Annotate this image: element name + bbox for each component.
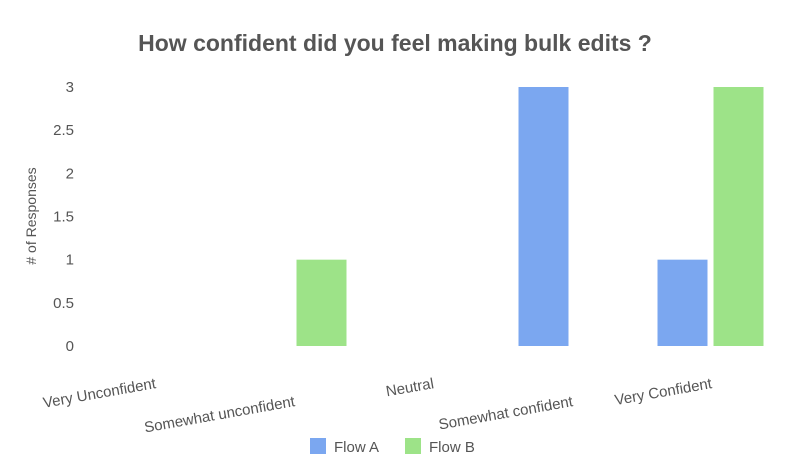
- legend-swatch: [405, 438, 421, 454]
- bar-flow-b-4: [713, 87, 764, 346]
- y-tick-label: 0.5: [53, 295, 74, 312]
- x-tick-label: Somewhat unconfident: [143, 393, 297, 436]
- legend-label: Flow A: [334, 439, 379, 456]
- bar-flow-a-3: [518, 87, 569, 346]
- x-tick-label: Neutral: [385, 375, 436, 400]
- bar-flow-b-1: [296, 259, 347, 346]
- legend: Flow A Flow B: [310, 438, 475, 456]
- y-tick-label: 1: [66, 252, 74, 269]
- y-tick-label: 1.5: [53, 209, 74, 226]
- y-tick-label: 2: [66, 165, 74, 182]
- y-axis: 0 0.5 1 1.5 2 2.5 3: [53, 79, 74, 355]
- y-axis-title: # of Responses: [23, 167, 39, 264]
- y-tick-label: 3: [66, 79, 74, 96]
- y-tick-label: 0: [66, 338, 74, 355]
- x-tick-label: Somewhat confident: [437, 393, 575, 433]
- bar-flow-a-4: [657, 259, 708, 346]
- legend-swatch: [310, 438, 326, 454]
- plot-area: [296, 87, 764, 346]
- x-tick-label: Very Unconfident: [42, 375, 158, 412]
- legend-label: Flow B: [429, 439, 475, 456]
- x-tick-label: Very Confident: [613, 375, 714, 409]
- y-tick-label: 2.5: [53, 122, 74, 139]
- chart-title: How confident did you feel making bulk e…: [138, 30, 652, 56]
